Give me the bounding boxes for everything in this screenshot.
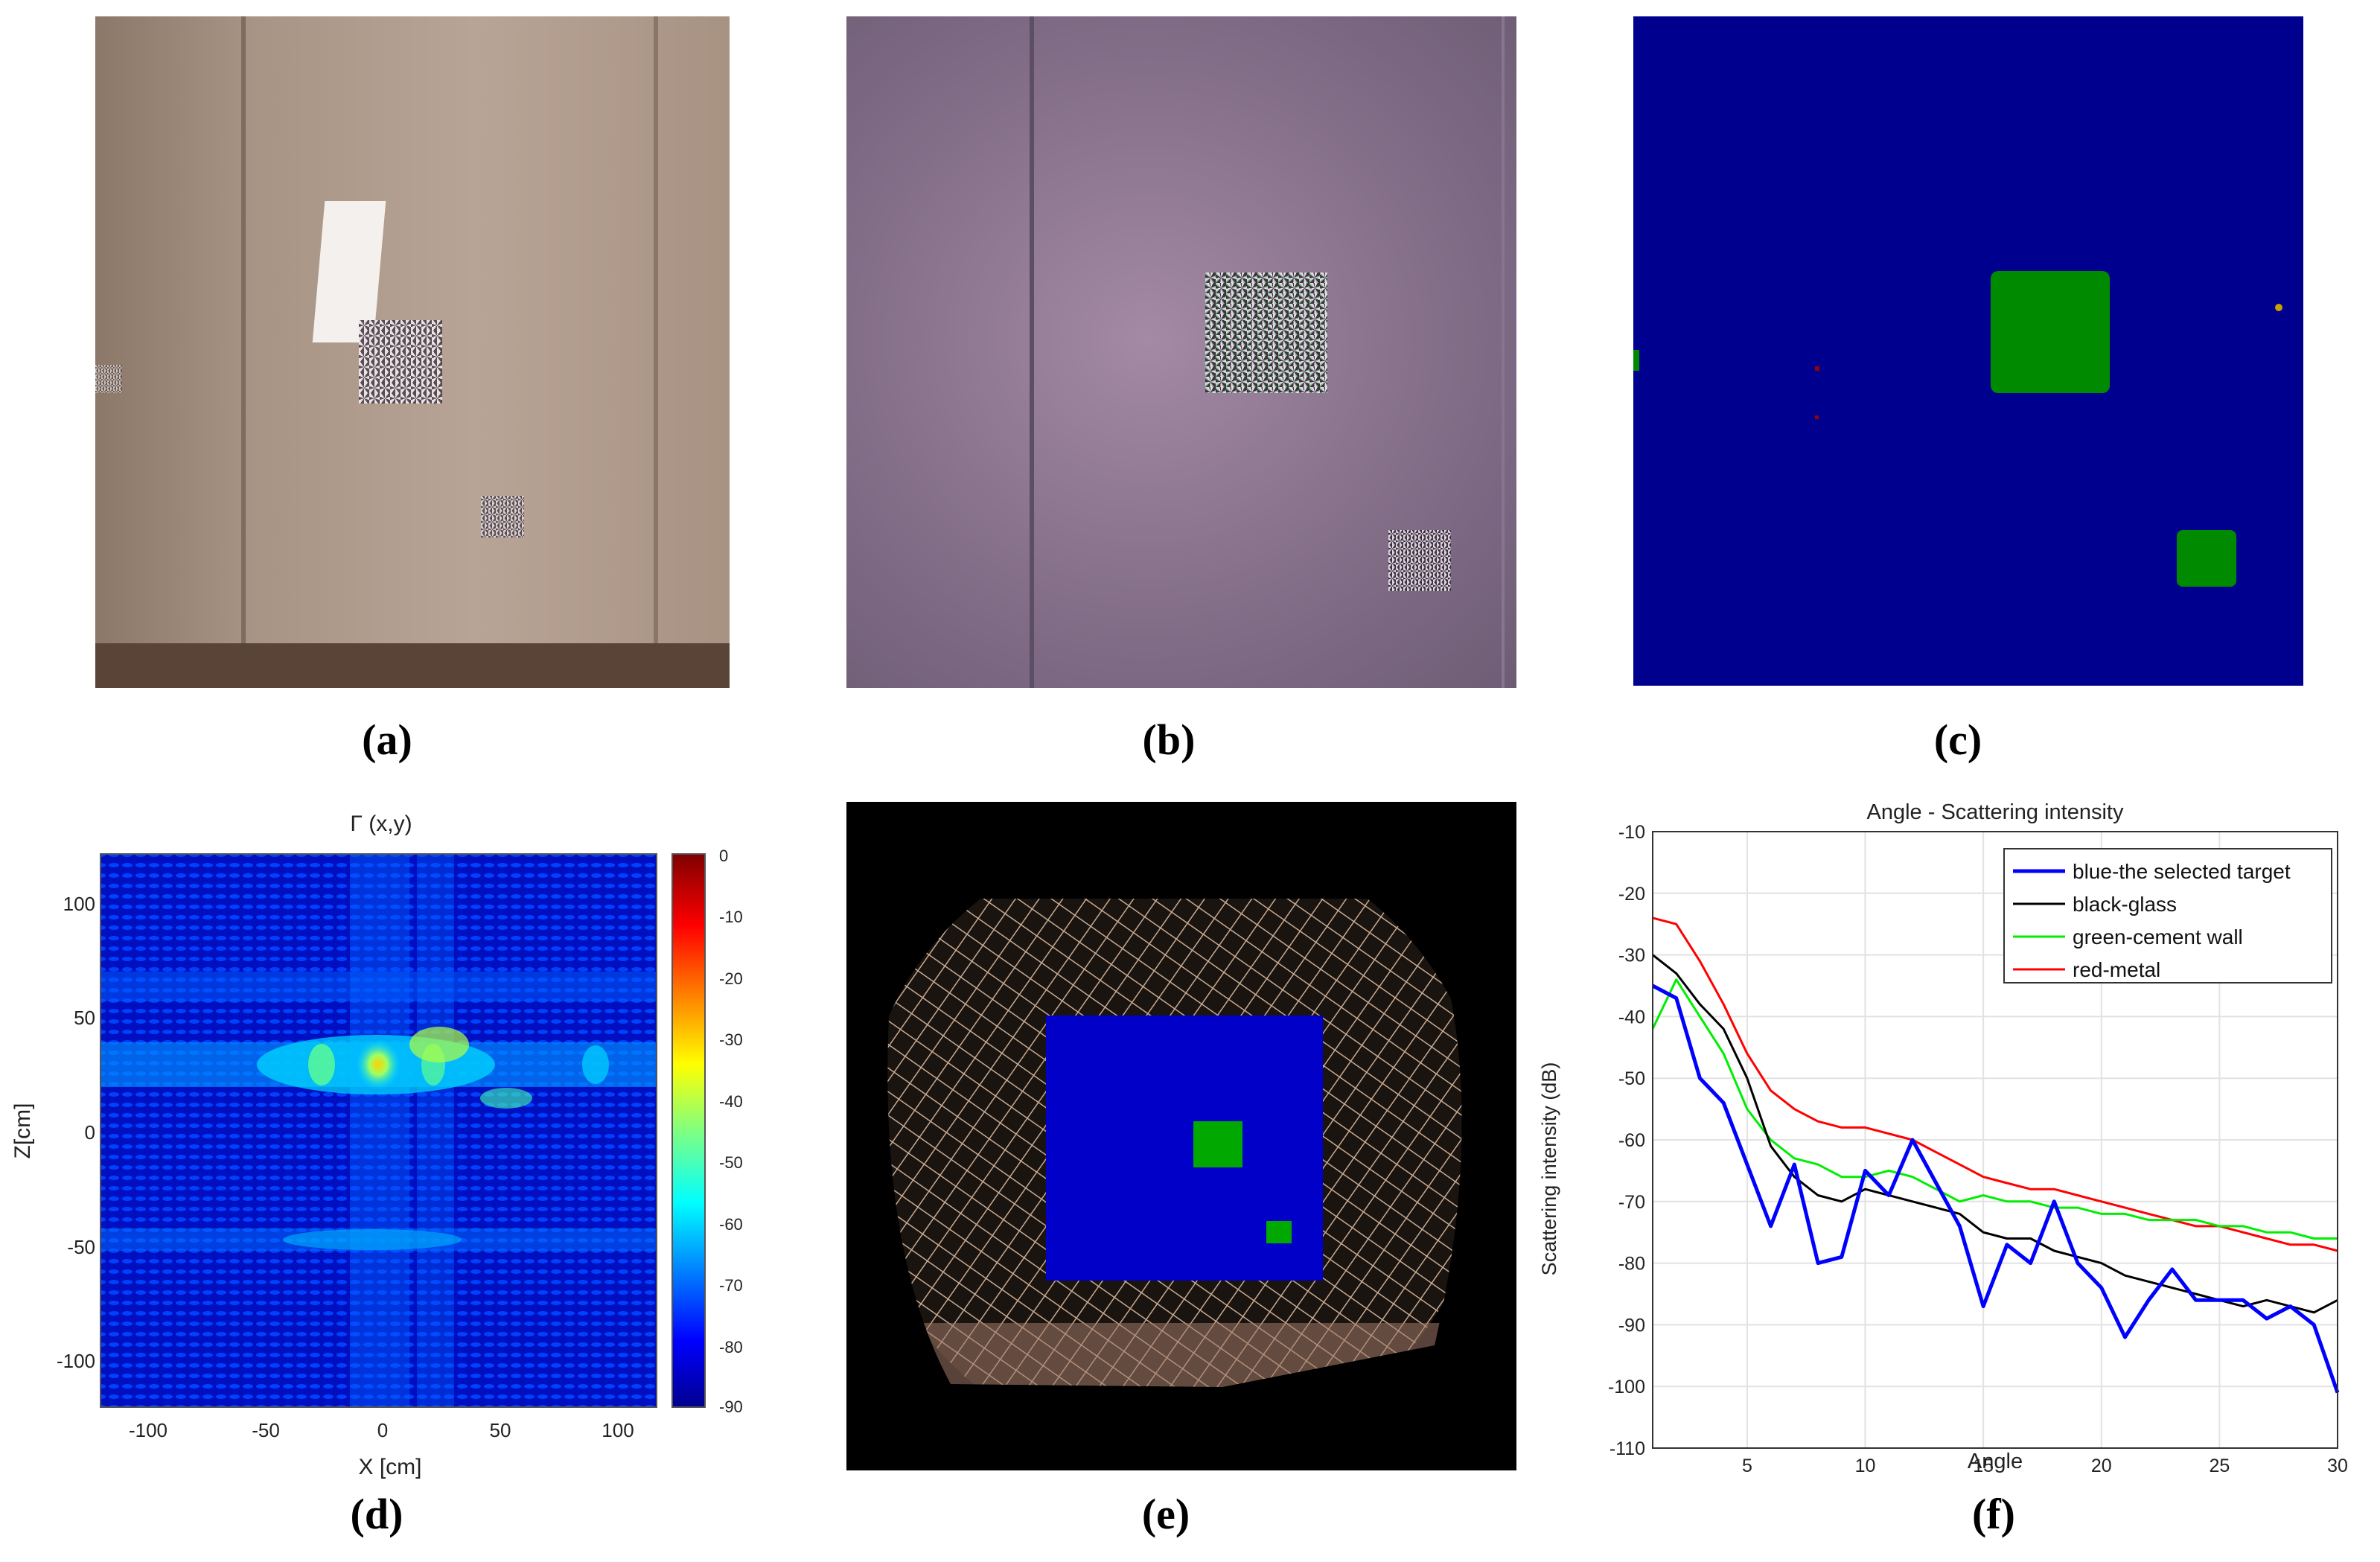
wall-seam-right: [1502, 16, 1505, 688]
heatmap-xticks: -100 -50 0 50 100: [129, 1419, 634, 1441]
caption-f: (f): [1972, 1490, 2015, 1538]
colorbar-tick-label: -80: [719, 1338, 743, 1357]
ytick-label: -80: [1618, 1254, 1645, 1275]
xtick-label: 20: [2091, 1456, 2112, 1476]
target-pattern-large: [359, 320, 442, 404]
heatmap-yticks: 100 50 0 -50 -100: [57, 893, 95, 1372]
wall-seam-right: [654, 16, 658, 657]
reconstruction-e: [846, 802, 1516, 1470]
ytick-label: -70: [1618, 1192, 1645, 1213]
heatmap-frame: [100, 853, 657, 1408]
colorbar-tick-label: -60: [719, 1215, 743, 1234]
dot-red-1: [1815, 366, 1819, 371]
heatmap-title: Γ (x,y): [350, 812, 412, 836]
ytick-label: -20: [1618, 884, 1645, 905]
segment-small: [2177, 530, 2236, 587]
colorbar-tick-label: -40: [719, 1092, 743, 1111]
chart-xlabel: Angle: [1968, 1450, 2023, 1473]
colorbar-tick-label: -30: [719, 1030, 743, 1049]
series-line-blue: [1651, 984, 2340, 1394]
caption-a: (a): [362, 715, 412, 764]
dot-red-2: [1815, 415, 1819, 419]
colorbar-tick-label: -10: [719, 908, 743, 926]
colorbar-tick-label: -50: [719, 1153, 743, 1172]
ytick-label: -60: [1618, 1130, 1645, 1151]
heatmap-features: [101, 854, 657, 1407]
floor-strip: [95, 643, 730, 688]
ytick-label: -100: [57, 1350, 95, 1372]
heatmap-xlabel: X [cm]: [358, 1455, 421, 1479]
segment-small: [1266, 1221, 1292, 1243]
caption-e: (e): [1141, 1490, 1190, 1538]
colorbar-ticks: 0 -10 -20 -30 -40 -50 -60 -70 -80 -90: [719, 847, 743, 1416]
ytick-label: 100: [63, 893, 95, 915]
line-chart-f: Angle - Scattering intensity -10 -20 -30 -4…: [1538, 800, 2348, 1476]
xtick-label: -50: [252, 1419, 280, 1441]
ytick-label: 50: [74, 1007, 95, 1029]
legend-label: red-metal: [2073, 958, 2160, 981]
xtick-label: 25: [2209, 1456, 2230, 1476]
ytick-label: -40: [1618, 1007, 1645, 1027]
ytick-label: -50: [1618, 1068, 1645, 1089]
xtick-label: 10: [1855, 1456, 1876, 1476]
segment-large: [1991, 271, 2110, 393]
ytick-label: -90: [1618, 1315, 1645, 1336]
heatmap-area: [101, 854, 657, 1407]
legend-label: green-cement wall: [2073, 925, 2243, 949]
wall-seam-left: [241, 16, 246, 657]
chart-title: Angle - Scattering intensity: [1867, 800, 2124, 824]
colorbar: [671, 853, 706, 1408]
heatmap-ylabel: Z[cm]: [10, 1103, 35, 1159]
segment-edge: [1633, 350, 1639, 371]
xtick-label: -100: [129, 1419, 168, 1441]
xtick-label: 15: [1973, 1456, 1994, 1476]
ytick-label: -50: [67, 1236, 95, 1258]
target-pattern-large: [1205, 272, 1327, 393]
legend-label: black-glass: [2073, 893, 2177, 916]
xtick-label: 0: [377, 1419, 388, 1441]
segmentation-c: [1633, 16, 2303, 686]
colorbar-tick-label: -90: [719, 1397, 743, 1416]
xtick-label: 30: [2327, 1456, 2348, 1476]
target-pattern-small: [1388, 530, 1451, 591]
ytick-label: 0: [85, 1121, 95, 1144]
colorbar-tick-label: -70: [719, 1276, 743, 1295]
wall-seam: [1030, 16, 1034, 688]
ytick-label: -100: [1608, 1377, 1645, 1397]
legend-label: blue-the selected target: [2073, 860, 2291, 883]
caption-b: (b): [1142, 715, 1196, 764]
caption-d: (d): [350, 1490, 403, 1538]
dot-yellow: [2275, 304, 2282, 311]
xtick-label: 100: [602, 1419, 634, 1441]
xtick-label: 50: [490, 1419, 511, 1441]
xtick-label: 5: [1742, 1456, 1752, 1476]
ytick-label: -10: [1618, 822, 1645, 843]
ytick-label: -110: [1609, 1438, 1645, 1459]
chart-frame: [1652, 831, 2338, 1449]
reconstruction-svg: [887, 899, 1462, 1387]
target-pattern-edge: [95, 365, 122, 393]
colorbar-tick-label: -20: [719, 969, 743, 988]
photo-a: [95, 16, 730, 688]
chart-ylabel: Scattering intensity (dB): [1538, 1062, 1560, 1276]
caption-c: (c): [1933, 715, 1982, 764]
photo-b: [846, 16, 1516, 688]
target-pattern-small: [481, 496, 524, 538]
heatmap-d: Γ (x,y) 100 50 0 -50 -100 -100 -50 0 50 …: [10, 812, 743, 1479]
segment-large: [1193, 1121, 1242, 1167]
colorbar-tick-label: 0: [719, 847, 728, 865]
ytick-label: -30: [1618, 946, 1645, 966]
